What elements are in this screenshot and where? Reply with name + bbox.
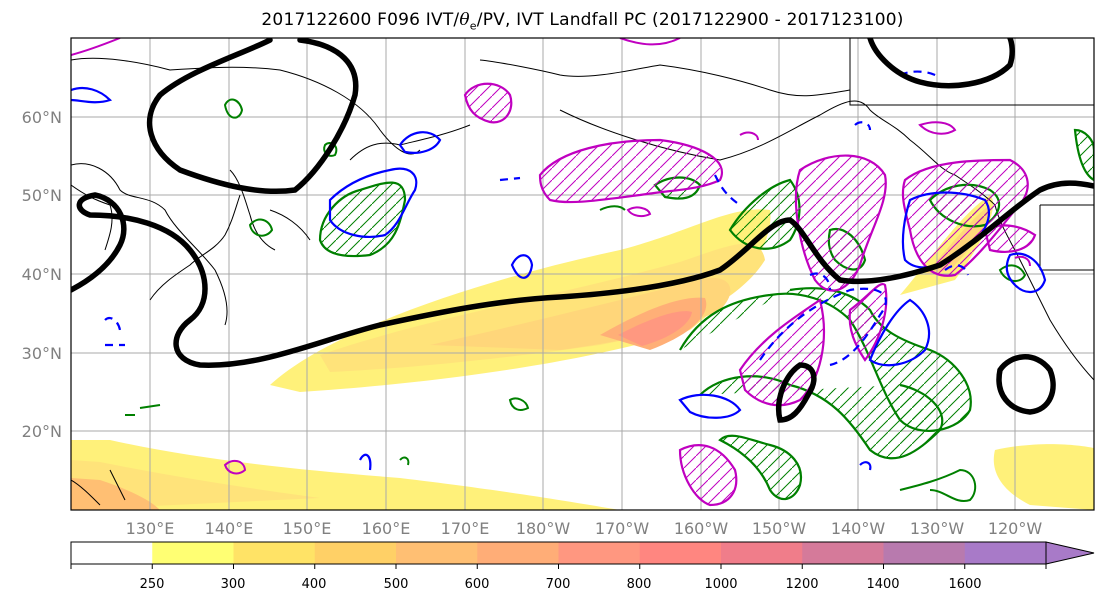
colorbar-tick-labels: 250 300 400 500 600 700 800 1000 1200 14… (140, 577, 982, 592)
colorbar-tick-label: 1000 (704, 577, 737, 592)
colorbar-tick-label: 600 (465, 577, 490, 592)
latitude-labels: 60°N 50°N 40°N 30°N 20°N (22, 108, 62, 441)
lat-label: 60°N (22, 108, 62, 127)
colorbar-segment (558, 542, 641, 564)
ivt-contours (71, 38, 1094, 423)
pv-small-contours (71, 38, 1031, 475)
colorbar-tick-label: 500 (384, 577, 409, 592)
colorbar-tick-label: 800 (627, 577, 652, 592)
figure-title: 2017122600 F096 IVT/θe/PV, IVT Landfall … (261, 10, 904, 33)
colorbar-segment (233, 542, 316, 564)
map-area (71, 38, 1094, 510)
lon-label: 160°E (362, 519, 411, 538)
colorbar-segment (721, 542, 803, 564)
lat-label: 40°N (22, 265, 62, 284)
lon-label: 170°W (595, 519, 650, 538)
colorbar-segment (802, 542, 884, 564)
longitude-labels: 130°E 140°E 150°E 160°E 170°E 180°W 170°… (126, 519, 1043, 538)
lon-label: 130°E (126, 519, 175, 538)
lon-label: 180°W (516, 519, 571, 538)
colorbar-segment (964, 542, 1047, 564)
lon-label: 150°E (283, 519, 332, 538)
colorbar-tick-label: 250 (140, 577, 165, 592)
colorbar-tick-label: 700 (546, 577, 571, 592)
lon-label: 120°W (988, 519, 1043, 538)
colorbar-segment (314, 542, 397, 564)
colorbar-tick-label: 1400 (866, 577, 899, 592)
lon-label: 160°W (674, 519, 729, 538)
colorbar-segment (639, 542, 722, 564)
colorbar-segment (477, 542, 559, 564)
lat-label: 30°N (22, 344, 62, 363)
lon-label: 130°W (910, 519, 965, 538)
lon-label: 140°E (205, 519, 254, 538)
lon-label: 170°E (441, 519, 490, 538)
coastlines (71, 38, 1094, 506)
colorbar: 250 300 400 500 600 700 800 1000 1200 14… (70, 541, 1095, 592)
colorbar-tick-label: 1600 (948, 577, 981, 592)
colorbar-segment (883, 542, 966, 564)
colorbar-tick-label: 400 (302, 577, 327, 592)
lat-label: 20°N (22, 422, 62, 441)
colorbar-segment (71, 542, 153, 564)
colorbar-tick-label: 300 (221, 577, 246, 592)
map-frame (70, 37, 1095, 511)
lon-label: 150°W (752, 519, 807, 538)
colorbar-segment (396, 542, 478, 564)
colorbar-segment (152, 542, 234, 564)
theta-e-small-contours (125, 98, 1027, 503)
lon-label: 140°W (831, 519, 886, 538)
theta-e-negative-contours (71, 86, 1047, 471)
colorbar-extend-arrow (1045, 541, 1095, 565)
lat-label: 50°N (22, 186, 62, 205)
colorbar-tick-label: 1200 (785, 577, 818, 592)
